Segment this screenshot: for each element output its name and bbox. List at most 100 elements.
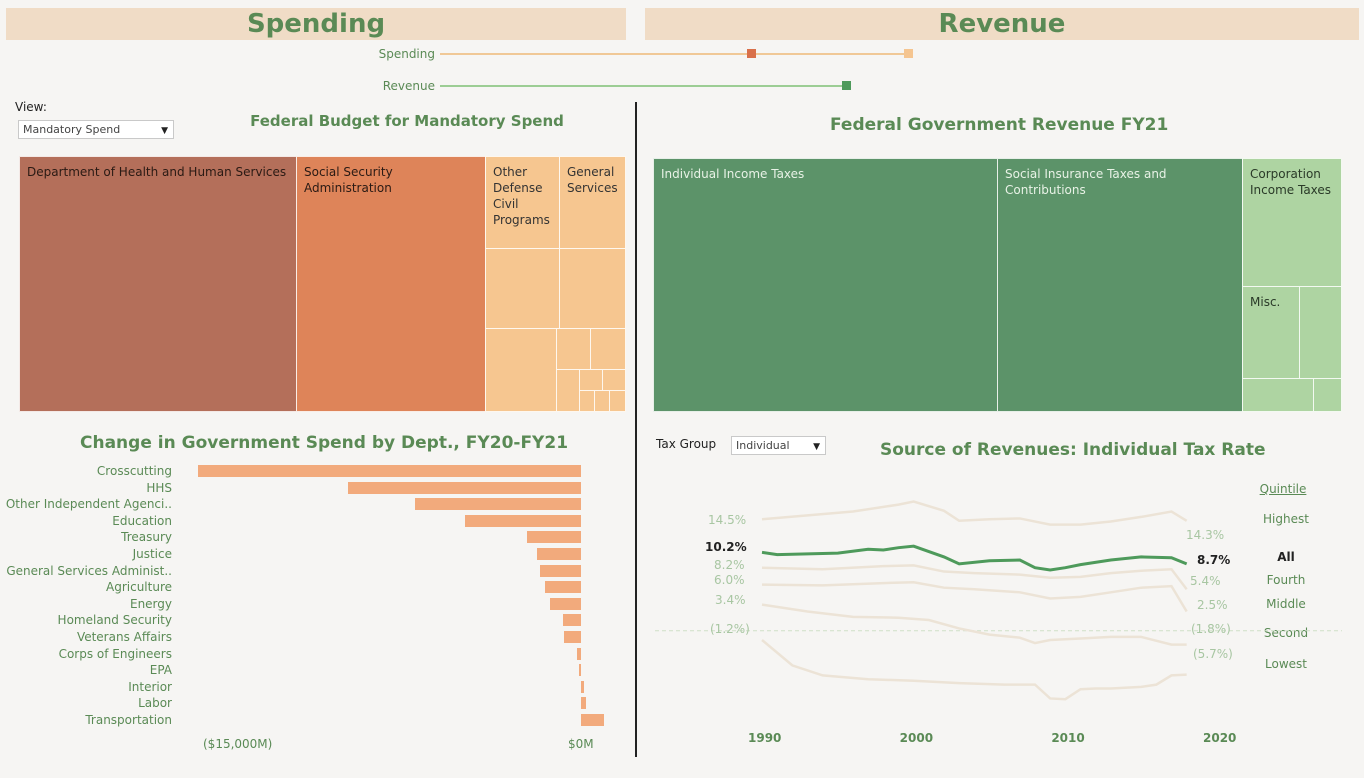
treemap-cell[interactable] xyxy=(609,390,626,412)
end-value-label: 2.5% xyxy=(1197,598,1228,612)
bar-label: Other Independent Agenci.. xyxy=(5,497,172,512)
view-label: View: xyxy=(15,100,47,114)
bar-label: Treasury xyxy=(121,530,172,545)
quintile-item-lowest[interactable]: Lowest xyxy=(1265,657,1307,671)
treemap-cell[interactable] xyxy=(556,369,580,412)
treemap-cell[interactable] xyxy=(1313,378,1342,412)
quintile-item-all[interactable]: All xyxy=(1277,550,1295,564)
bar-label: Justice xyxy=(132,547,172,561)
treemap-cell[interactable] xyxy=(485,328,557,412)
spending-slider-label: Spending xyxy=(378,47,435,61)
tax-group-dropdown[interactable]: Individual ▼ xyxy=(731,436,826,455)
spend-change-bar[interactable] xyxy=(581,697,587,710)
quintile-item-fourth[interactable]: Fourth xyxy=(1266,573,1306,587)
start-value-label: 6.0% xyxy=(714,573,745,587)
spend-change-bar[interactable] xyxy=(579,664,581,677)
bar-label: Labor xyxy=(138,696,172,711)
spend-change-bar[interactable] xyxy=(464,514,581,527)
treemap-cell[interactable] xyxy=(485,248,560,329)
revenue-slider-label: Revenue xyxy=(382,79,435,93)
revenue-slider-handle[interactable] xyxy=(842,81,851,90)
axis-zero-label: $0M xyxy=(568,737,594,751)
spend-change-bar[interactable] xyxy=(577,647,581,660)
bar-label: Homeland Security xyxy=(57,613,172,628)
spend-treemap-title: Federal Budget for Mandatory Spend xyxy=(250,112,564,130)
bar-label: Transportation xyxy=(85,713,172,727)
treemap-cell[interactable] xyxy=(594,390,610,412)
treemap-cell-ssa[interactable]: Social Security Administration xyxy=(296,156,486,412)
bar-label: EPA xyxy=(149,663,172,678)
spend-change-bar[interactable] xyxy=(581,714,605,726)
x-tick-label: 2000 xyxy=(899,731,934,745)
chevron-down-icon: ▼ xyxy=(813,442,820,452)
quintile-item-second[interactable]: Second xyxy=(1263,626,1309,640)
bar-label: Crosscutting xyxy=(96,464,172,478)
start-value-label: 14.5% xyxy=(708,513,747,527)
tax-group-value: Individual xyxy=(736,439,790,452)
bar-label: Corps of Engineers xyxy=(58,646,172,661)
treemap-cell[interactable] xyxy=(579,369,603,391)
treemap-cell[interactable] xyxy=(556,328,591,370)
quintile-item-middle[interactable]: Middle xyxy=(1266,597,1306,611)
spending-slider-track[interactable] xyxy=(440,53,910,55)
end-value-label: 14.3% xyxy=(1186,528,1225,542)
start-value-label: 8.2% xyxy=(714,558,745,572)
bar-label: Education xyxy=(112,513,172,528)
treemap-cell-hhs[interactable]: Department of Health and Human Services xyxy=(19,156,297,412)
spend-change-bar[interactable] xyxy=(539,564,581,577)
spend-change-bar[interactable] xyxy=(562,614,581,627)
treemap-cell[interactable] xyxy=(590,328,626,370)
spend-change-bar[interactable] xyxy=(537,548,581,560)
x-tick-label: 2020 xyxy=(1203,731,1237,745)
bar-label: Agriculture xyxy=(106,580,172,595)
spending-slider-end-handle[interactable] xyxy=(904,49,913,58)
end-value-label: 8.7% xyxy=(1197,553,1231,567)
view-dropdown[interactable]: Mandatory Spend ▼ xyxy=(18,120,174,139)
panel-divider xyxy=(635,102,637,757)
revenue-slider-track[interactable] xyxy=(440,85,850,87)
quintile-legend-title[interactable]: Quintile xyxy=(1259,482,1307,496)
treemap-cell[interactable] xyxy=(602,369,626,391)
spend-change-bar[interactable] xyxy=(348,481,581,494)
treemap-cell-individual-income[interactable]: Individual Income Taxes xyxy=(653,158,998,412)
start-value-label: 3.4% xyxy=(715,593,746,607)
line-chart-title: Source of Revenues: Individual Tax Rate xyxy=(880,440,1266,460)
x-tick-label: 2010 xyxy=(1051,731,1085,745)
revenue-treemap: Individual Income Taxes Social Insurance… xyxy=(653,158,1342,412)
end-value-label: 5.4% xyxy=(1190,574,1221,588)
series-line-lowest xyxy=(761,639,1187,701)
spend-change-bar[interactable] xyxy=(198,465,581,477)
treemap-cell-corporation-income[interactable]: Corporation Income Taxes xyxy=(1242,158,1342,287)
spend-change-bar[interactable] xyxy=(564,631,581,643)
series-line-all xyxy=(761,544,1188,572)
end-value-label: (5.7%) xyxy=(1193,647,1233,661)
spend-change-title: Change in Government Spend by Dept., FY2… xyxy=(80,433,569,453)
spending-slider-handle[interactable] xyxy=(747,49,756,58)
bar-label: General Services Administ.. xyxy=(6,563,172,578)
spend-change-bar[interactable] xyxy=(581,680,584,693)
treemap-cell-general-services[interactable]: General Services xyxy=(559,156,626,249)
spend-change-bar[interactable] xyxy=(415,498,581,511)
chevron-down-icon: ▼ xyxy=(161,126,168,136)
treemap-cell[interactable] xyxy=(1242,378,1314,412)
treemap-cell-misc[interactable]: Misc. xyxy=(1242,286,1300,379)
x-tick-label: 1990 xyxy=(748,731,782,745)
spending-banner[interactable]: Spending xyxy=(6,8,626,40)
treemap-cell-social-insurance[interactable]: Social Insurance Taxes and Contributions xyxy=(997,158,1243,412)
treemap-cell[interactable] xyxy=(1299,286,1342,379)
spend-change-bar[interactable] xyxy=(549,597,581,610)
tax-group-label: Tax Group xyxy=(656,437,717,451)
quintile-item-highest[interactable]: Highest xyxy=(1263,512,1309,526)
view-dropdown-value: Mandatory Spend xyxy=(23,123,121,136)
treemap-cell-other-defense[interactable]: Other Defense Civil Programs xyxy=(485,156,560,249)
spend-change-bar[interactable] xyxy=(544,581,581,594)
axis-min-label: ($15,000M) xyxy=(203,737,273,751)
bar-label: Veterans Affairs xyxy=(76,630,172,644)
spend-change-bar[interactable] xyxy=(526,531,581,544)
treemap-cell[interactable] xyxy=(579,390,595,412)
treemap-cell[interactable] xyxy=(559,248,626,329)
bar-label: Energy xyxy=(129,596,172,611)
series-line-highest xyxy=(761,500,1188,526)
revenue-banner[interactable]: Revenue xyxy=(645,8,1359,40)
spend-treemap: Department of Health and Human Services … xyxy=(19,156,626,412)
